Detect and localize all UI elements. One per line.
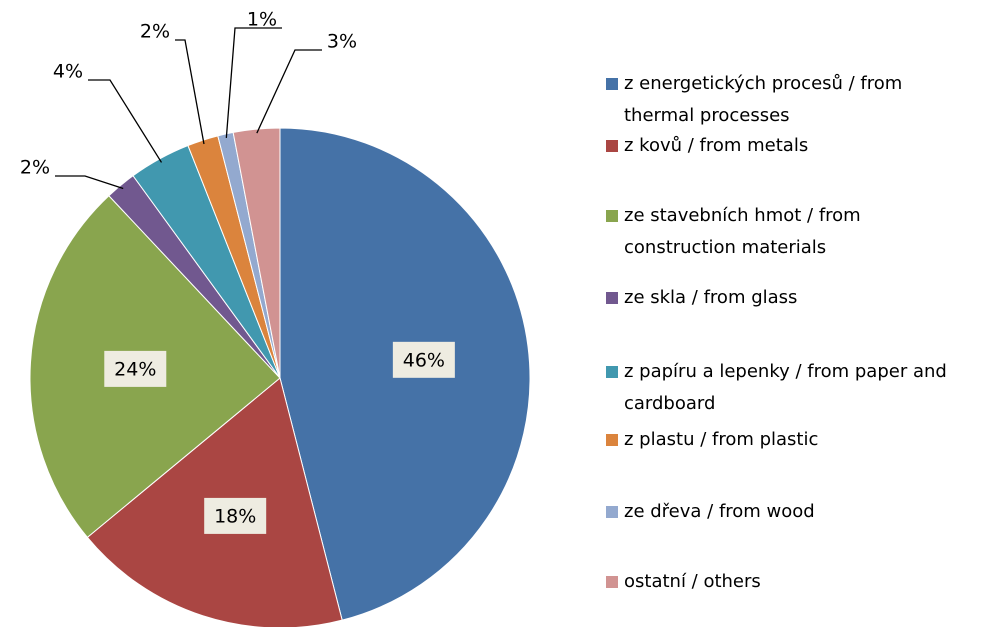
- legend-label: ostatní / others: [624, 571, 761, 592]
- legend-item: ze dřeva / from wood: [606, 496, 976, 528]
- data-label: 24%: [114, 358, 156, 380]
- legend-item: ze stavebních hmot / from construction m…: [606, 200, 976, 264]
- data-label-box: [204, 497, 267, 534]
- legend-label: ze stavebních hmot / from construction m…: [624, 205, 861, 258]
- legend-item: z plastu / from plastic: [606, 424, 976, 456]
- legend-swatch: [606, 292, 618, 304]
- data-label: 2%: [140, 21, 170, 43]
- legend-swatch: [606, 506, 618, 518]
- legend-swatch: [606, 434, 618, 446]
- legend-swatch: [606, 78, 618, 90]
- legend-label: ze skla / from glass: [624, 287, 798, 308]
- data-label-box: [392, 341, 455, 378]
- data-label: 46%: [403, 349, 445, 371]
- legend-item: z papíru a lepenky / from paper and card…: [606, 356, 976, 420]
- data-label-box: [104, 350, 167, 387]
- legend-item: z kovů / from metals: [606, 130, 976, 162]
- legend-label: z papíru a lepenky / from paper and card…: [624, 361, 947, 414]
- leader-line: [88, 79, 163, 163]
- legend-label: ze dřeva / from wood: [624, 501, 815, 522]
- legend-swatch: [606, 210, 618, 222]
- data-label: 18%: [214, 505, 256, 527]
- leader-line: [55, 175, 124, 190]
- leader-line: [256, 49, 322, 134]
- legend-swatch: [606, 140, 618, 152]
- legend-swatch: [606, 576, 618, 588]
- pie-slice: [232, 127, 281, 379]
- leader-line: [225, 27, 282, 138]
- legend-item: ostatní / others: [606, 566, 976, 598]
- legend-label: z energetických procesů / from thermal p…: [624, 73, 903, 126]
- legend-label: z plastu / from plastic: [624, 429, 819, 450]
- leader-line: [175, 39, 205, 145]
- legend-swatch: [606, 366, 618, 378]
- data-label: 4%: [53, 61, 83, 83]
- legend-item: z energetických procesů / from thermal p…: [606, 68, 976, 132]
- legend-label: z kovů / from metals: [624, 135, 809, 156]
- data-label: 2%: [20, 157, 50, 179]
- legend-item: ze skla / from glass: [606, 282, 976, 314]
- data-label: 3%: [327, 31, 357, 53]
- data-label: 1%: [247, 9, 277, 31]
